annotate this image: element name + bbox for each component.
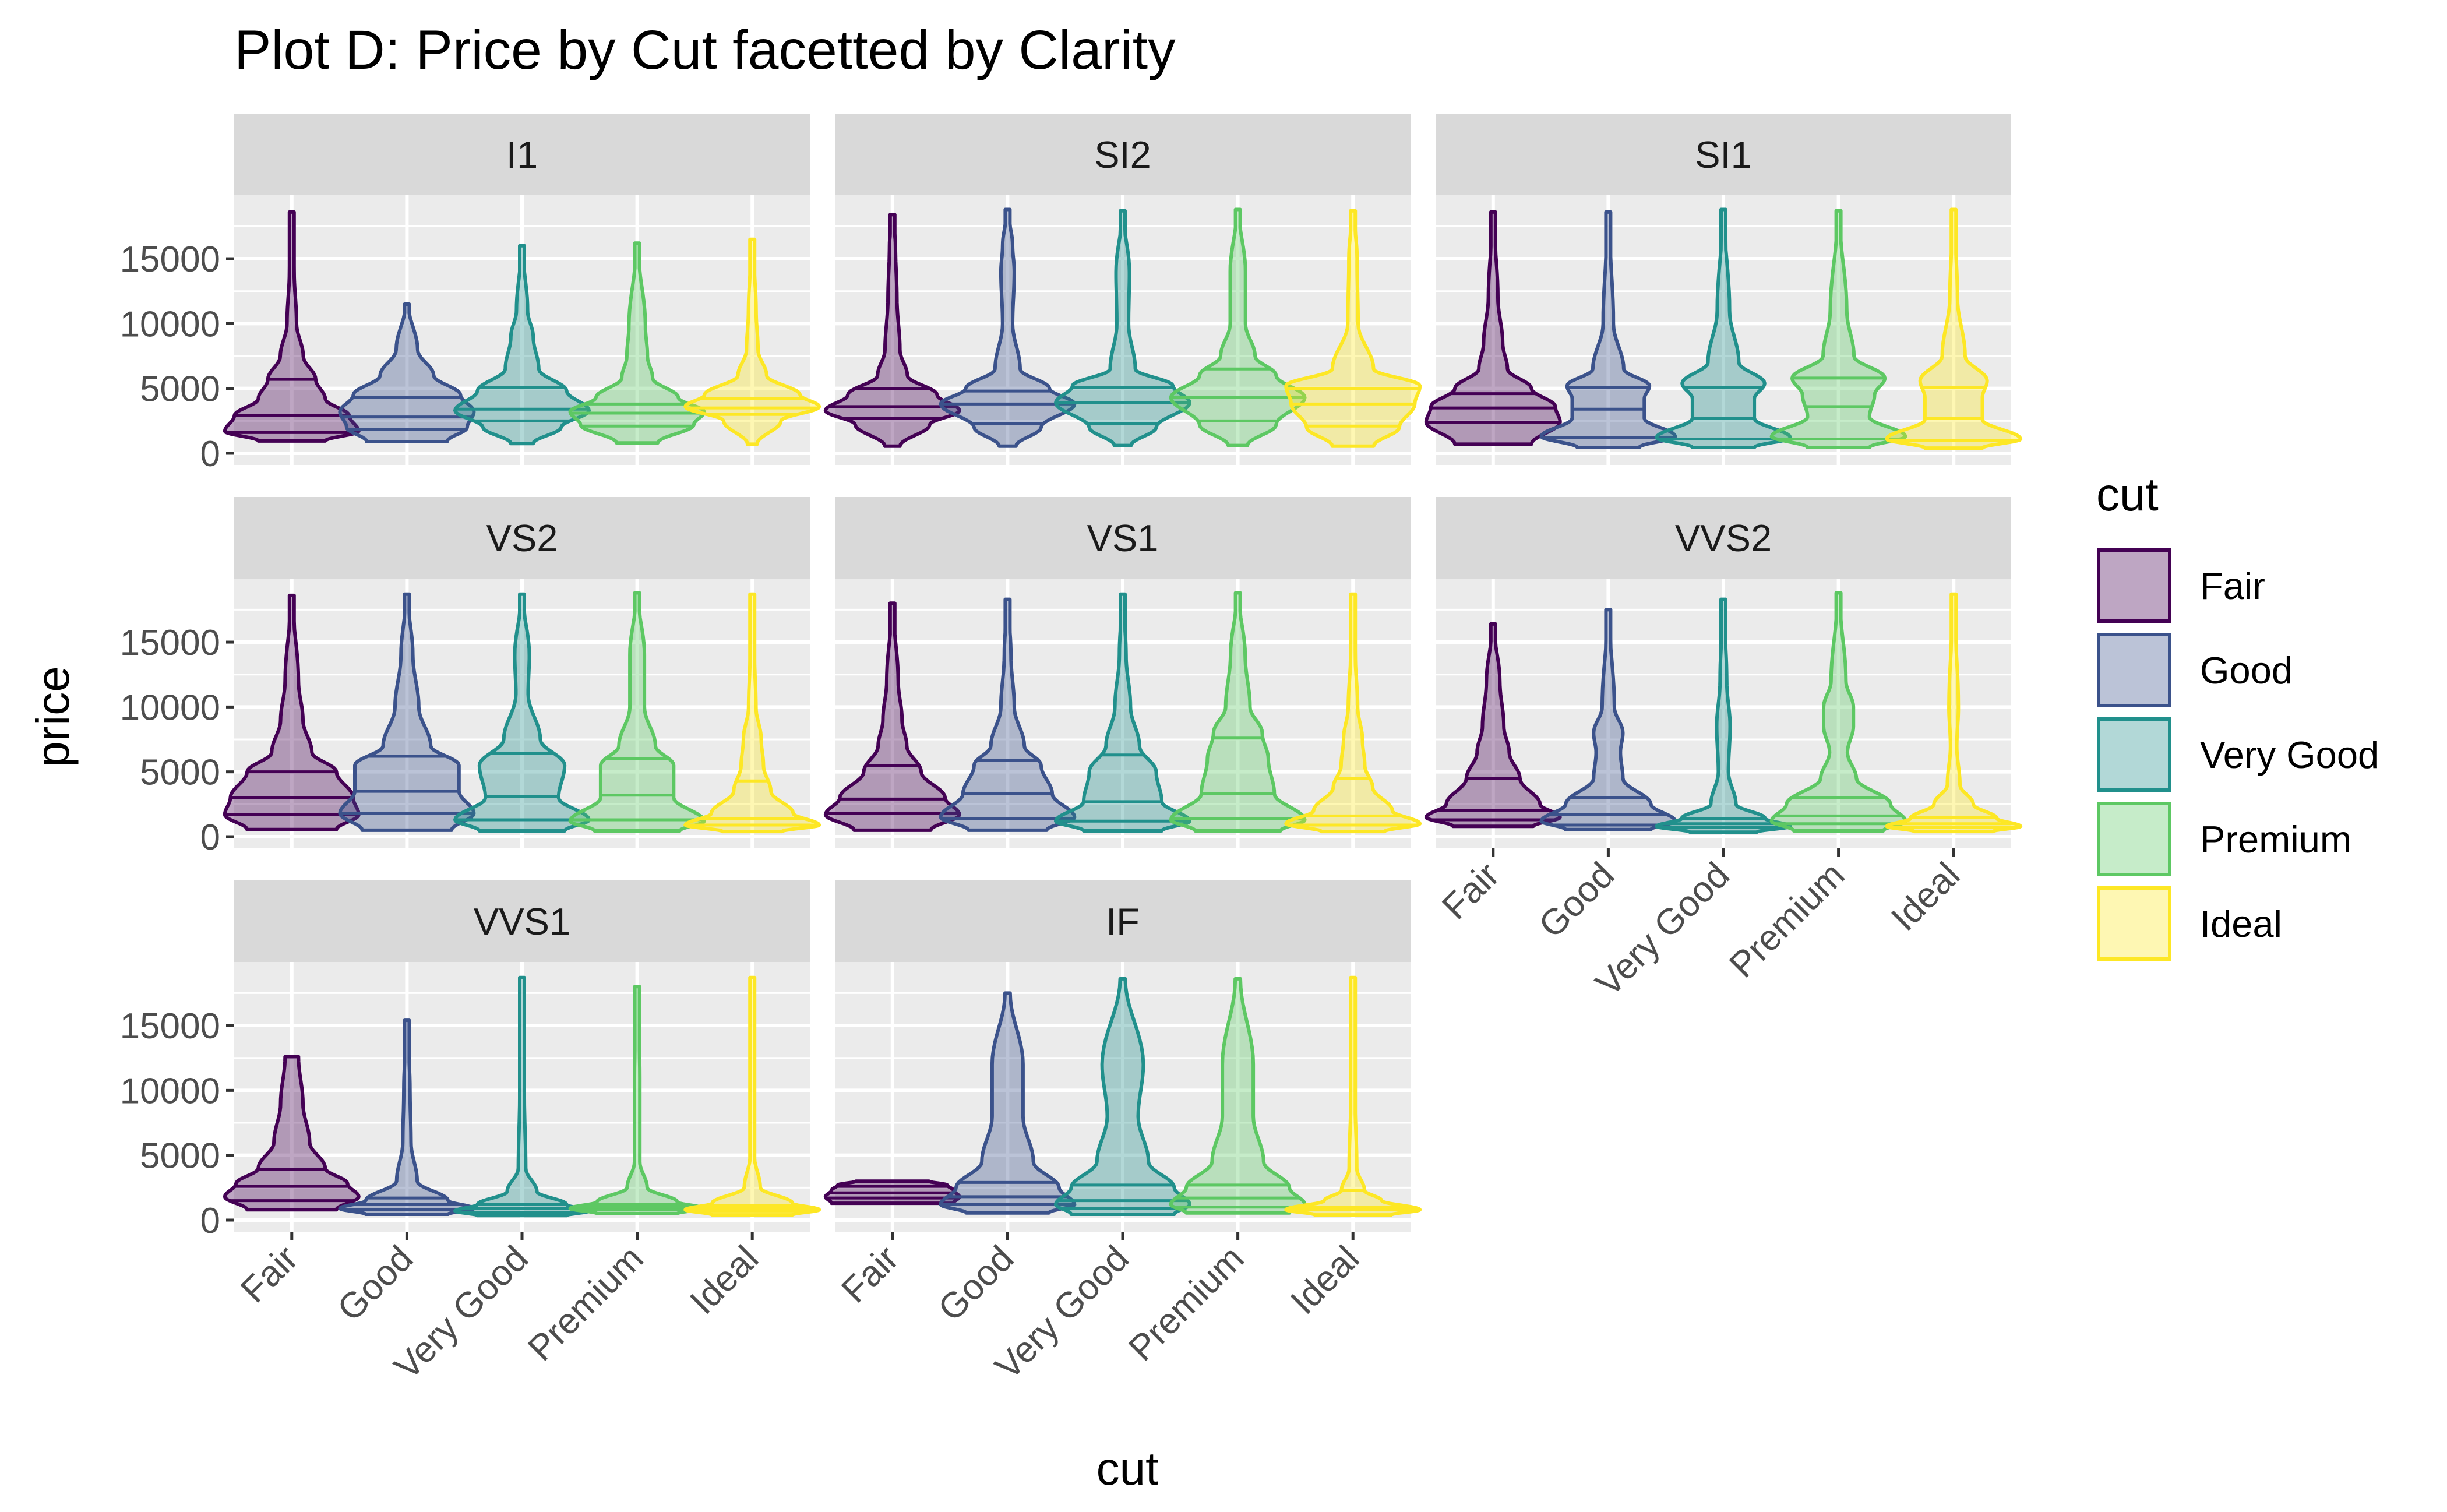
- facet-strip-label: IF: [1106, 900, 1140, 943]
- violin-si2-good: [939, 207, 1077, 448]
- legend-swatch-good: [2097, 633, 2171, 707]
- facet-vs2: VS2 0 5000 10000 15000: [120, 497, 821, 858]
- y-tick-label: 0: [200, 817, 220, 858]
- legend-label: Fair: [2200, 565, 2265, 607]
- violin-i1-ideal: [683, 237, 821, 446]
- facet-strip-vvs1: [234, 880, 810, 962]
- legend-swatch-fair: [2097, 548, 2171, 623]
- legend-key-bg: [2096, 886, 2172, 961]
- y-tick-label: 15000: [120, 1006, 220, 1046]
- violin-si1-good: [1539, 210, 1677, 449]
- legend-label: Premium: [2200, 818, 2351, 861]
- facet-strip-si2: [835, 114, 1411, 195]
- facet-strip-vs2: [234, 497, 810, 579]
- y-tick-label: 15000: [120, 239, 220, 280]
- violin-if-premium: [1169, 977, 1307, 1215]
- violin-vs2-good: [338, 592, 476, 832]
- legend-key-bg: [2096, 548, 2172, 623]
- legend-label: Good: [2200, 649, 2293, 692]
- y-tick-label: 5000: [140, 369, 220, 410]
- facet-strip-vvs2: [1436, 497, 2011, 579]
- violin-vs1-fair: [823, 601, 961, 832]
- violin-vvs1-ideal: [683, 975, 821, 1217]
- facet-i1: I1 0 5000 10000 15000: [120, 114, 821, 474]
- violin-vs2-ideal: [683, 592, 821, 834]
- facet-strip-if: [835, 880, 1411, 962]
- legend-label: Very Good: [2200, 734, 2379, 776]
- legend-key-bg: [2096, 717, 2172, 792]
- violin-vvs2-premium: [1769, 591, 1907, 833]
- legend-swatch-ideal: [2097, 886, 2171, 961]
- facet-strip-vs1: [835, 497, 1411, 579]
- violin-if-good: [939, 991, 1077, 1215]
- violin-vvs1-good: [338, 1018, 476, 1216]
- violin-if-very-good: [1054, 977, 1191, 1216]
- y-tick-label: 5000: [140, 1136, 220, 1176]
- violin-si1-premium: [1769, 209, 1907, 449]
- facet-strip-label: VVS1: [474, 900, 570, 943]
- y-tick-label: 10000: [120, 1071, 220, 1111]
- violin-if-ideal: [1284, 975, 1422, 1217]
- chart-title: Plot D: Price by Cut facetted by Clarity: [234, 19, 1176, 81]
- y-tick-label: 10000: [120, 304, 220, 344]
- facet-strip-si1: [1436, 114, 2011, 195]
- legend-key-bg: [2096, 632, 2172, 708]
- violin-i1-good: [338, 302, 476, 443]
- violin-vs1-premium: [1169, 591, 1307, 833]
- violin-si1-fair: [1424, 210, 1562, 446]
- legend-swatch-very-good: [2097, 717, 2171, 792]
- facet-strip-label: SI1: [1695, 133, 1752, 176]
- facet-strip-i1: [234, 114, 810, 195]
- facet-strip-label: VS2: [486, 517, 558, 559]
- facet-strip-label: VVS2: [1675, 517, 1772, 559]
- y-tick-label: 0: [200, 434, 220, 474]
- violin-vs2-very-good: [453, 592, 591, 833]
- facet-strip-label: VS1: [1087, 517, 1159, 559]
- y-tick-label: 10000: [120, 688, 220, 728]
- facet-vs1: VS1: [823, 497, 1422, 848]
- legend-key-bg: [2096, 801, 2172, 877]
- legend: cut Fair Good Very Good Premium Ideal: [2096, 468, 2379, 961]
- violin-vvs1-premium: [568, 985, 706, 1215]
- legend-label: Ideal: [2200, 903, 2282, 945]
- violin-i1-fair: [223, 210, 361, 443]
- violin-vs1-ideal: [1284, 592, 1422, 834]
- y-axis-title: price: [27, 666, 79, 767]
- facet-grid: I1 0 5000 10000 15000 SI2 SI1 VS2 0 5000 10000 1500…: [120, 114, 2023, 1387]
- facet-strip-label: SI2: [1094, 133, 1151, 176]
- facet-si2: SI2: [823, 114, 1422, 465]
- facet-strip-label: I1: [506, 133, 538, 176]
- facet-si1: SI1: [1424, 114, 2023, 465]
- x-axis-title: cut: [1096, 1443, 1159, 1495]
- violin-vvs2-very-good: [1655, 597, 1792, 834]
- legend-swatch-premium: [2097, 802, 2171, 876]
- legend-title: cut: [2096, 468, 2159, 520]
- violin-vs1-good: [939, 597, 1077, 832]
- violin-vvs2-ideal: [1885, 592, 2023, 834]
- violin-vvs1-fair: [223, 1055, 361, 1212]
- y-tick-label: 5000: [140, 753, 220, 793]
- violin-vs2-premium: [568, 591, 706, 833]
- y-tick-label: 0: [200, 1201, 220, 1241]
- y-tick-label: 15000: [120, 623, 220, 663]
- violin-si1-ideal: [1885, 207, 2023, 450]
- violin-vs1-very-good: [1054, 592, 1191, 833]
- violin-vvs2-fair: [1424, 622, 1562, 829]
